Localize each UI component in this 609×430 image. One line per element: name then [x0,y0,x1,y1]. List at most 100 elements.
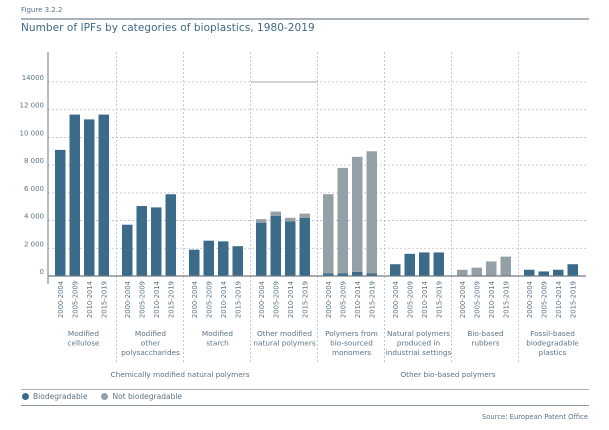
category-label-line: Bio-based [467,329,503,338]
category-label-line: biodegradable [526,339,579,348]
x-tick-label: 2015-2019 [234,281,242,318]
legend-top-divider [21,389,589,390]
x-tick-label: 2015-2019 [301,281,309,318]
x-tick-label: 2000-2004 [258,281,266,318]
category-label: Modified other polysaccharides [121,329,180,357]
legend-item-not-biodegradable: Not biodegradable [101,392,182,401]
x-tick-label: 2010-2014 [421,281,429,318]
category-label: Bio-based rubbers [467,329,503,348]
legend-label: Not biodegradable [112,392,183,401]
x-tick-label: 2005-2009 [339,281,347,318]
bar-biodegradable [567,264,578,276]
x-tick-label: 2015-2019 [502,281,510,318]
y-tick-label: 4 000 [24,213,44,221]
bar-biodegradable [165,194,176,276]
bar-biodegradable [299,217,310,276]
x-tick-label: 2010-2014 [220,281,228,318]
category-label-line: starch [206,339,229,348]
group-label: Chemically modified natural polymers [110,370,249,379]
x-tick-label: 2015-2019 [100,281,108,318]
not-biodegradable-swatch-icon [101,393,109,400]
legend-label: Biodegradable [33,392,88,401]
x-tick-label: 2005-2009 [71,281,79,318]
bar-biodegradable [189,249,200,276]
category-label-line: industrial settings [386,348,452,357]
x-tick-label: 2005-2009 [540,281,548,318]
bar-not-biodegradable [471,267,482,276]
bar-biodegradable [553,269,564,276]
bar-not-biodegradable [256,219,267,223]
biodegradable-swatch-icon [22,393,29,400]
bar-biodegradable [524,269,535,276]
bar-biodegradable [151,207,162,276]
category-label-line: polysaccharides [121,348,180,357]
x-tick-label: 2000-2004 [392,281,400,318]
group-label: Other bio-based polymers [400,370,495,379]
category-label-line: plastics [539,348,567,357]
source-note: Source: European Patent Office [481,413,588,421]
legend-item-biodegradable: Biodegradable [22,392,87,401]
category-label-line: bio-sourced [330,339,373,348]
x-tick-label: 2010-2014 [153,281,161,318]
x-tick-label: 2000-2004 [526,281,534,318]
category-label-line: Natural polymers [387,329,450,338]
category-label: Modified cellulose [68,329,100,348]
x-tick-label: 2005-2009 [406,281,414,318]
x-tick-label: 2005-2009 [272,281,280,318]
x-tick-label: 2015-2019 [435,281,443,318]
bar-biodegradable [122,224,133,276]
bar-biodegradable [404,253,415,276]
category-label-line: rubbers [471,339,499,348]
x-tick-label: 2000-2004 [191,281,199,318]
bar-not-biodegradable [323,194,334,274]
figure-label: Figure 3.2.2 [21,6,63,14]
x-tick-label: 2010-2014 [555,281,563,318]
x-tick-label: 2010-2014 [488,281,496,318]
category-label-line: other [141,339,160,348]
y-tick-label: 10 000 [20,129,45,137]
bar-biodegradable [337,273,348,276]
category-label-line: produced in [397,339,440,348]
y-tick-label: 12 000 [20,102,45,110]
bar-biodegradable [55,149,66,276]
bar-biodegradable [390,264,401,276]
x-tick-label: 2010-2014 [354,281,362,318]
bar-not-biodegradable [299,213,310,218]
bar-biodegradable [69,114,80,276]
category-label: Fossil-based biodegradable plastics [526,329,579,357]
bar-biodegradable [256,222,267,276]
x-tick-label: 2010-2014 [287,281,295,318]
x-tick-label: 2015-2019 [167,281,175,318]
bar-biodegradable [270,215,281,276]
bar-biodegradable [419,252,430,276]
category-label-line: Other modified [257,329,312,338]
bar-not-biodegradable [457,269,468,276]
category-label-line: Modified [202,329,233,338]
bar-not-biodegradable [500,256,511,276]
legend-bottom-divider [21,405,589,406]
y-tick-label: 8 000 [24,157,44,165]
bar-biodegradable [285,221,296,276]
x-tick-label: 2005-2009 [473,281,481,318]
bar-not-biodegradable [486,261,497,276]
y-tick-label: 2 000 [24,240,44,248]
category-label-line: Modified [135,329,166,338]
bar-not-biodegradable [337,167,348,274]
category-label-line: Polymers from [325,329,378,338]
bar-biodegradable [366,273,377,276]
y-tick-label: 6 000 [24,185,44,193]
bar-not-biodegradable [366,151,377,274]
x-tick-label: 2015-2019 [569,281,577,318]
category-label: Modified starch [202,329,233,348]
bar-biodegradable [84,119,95,277]
x-tick-label: 2000-2004 [124,281,132,318]
bar-not-biodegradable [270,211,281,216]
bar-biodegradable [203,240,214,276]
x-tick-label: 2005-2009 [138,281,146,318]
bar-biodegradable [136,206,147,276]
category-label-line: cellulose [68,339,100,348]
category-label-line: monomers [332,348,371,357]
bar-not-biodegradable [285,217,296,222]
bar-biodegradable [218,241,229,276]
